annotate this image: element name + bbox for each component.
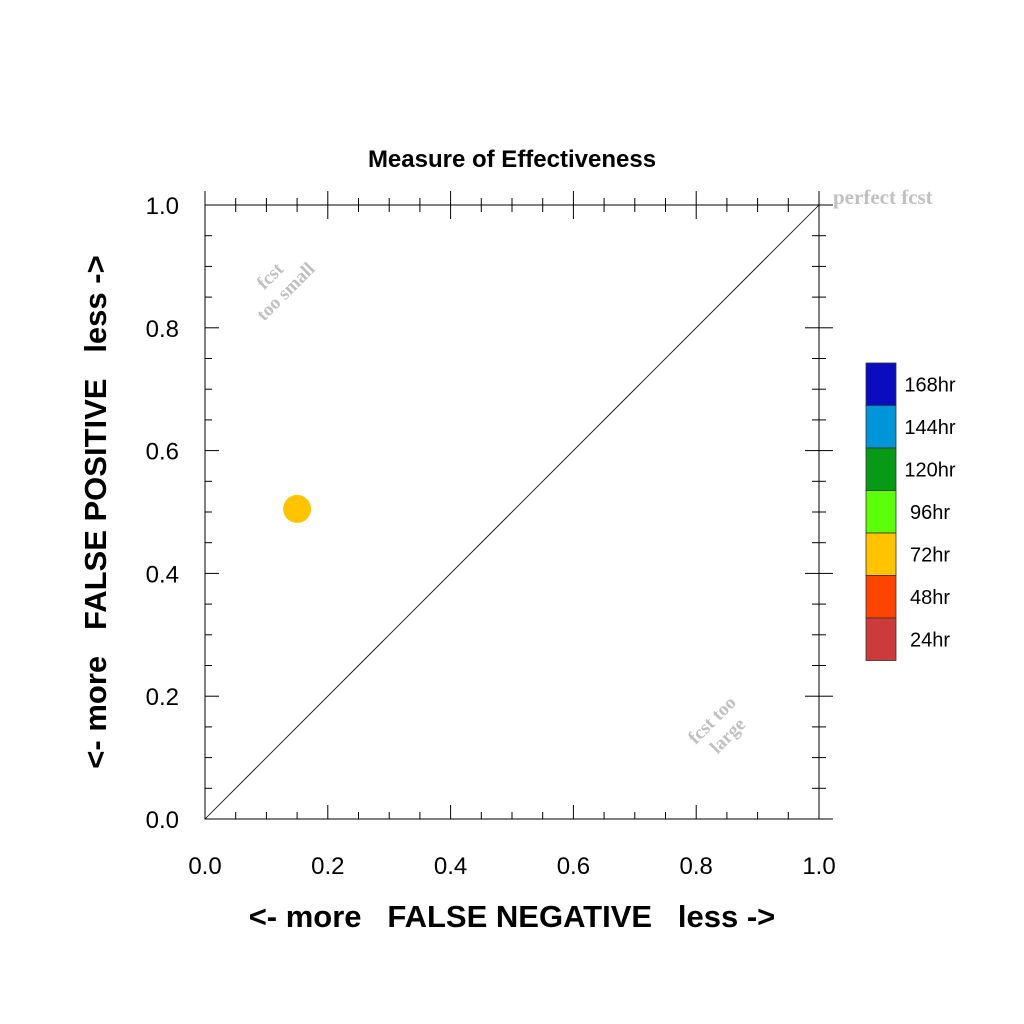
x-tick-label: 1.0 — [802, 853, 835, 880]
legend-swatch-72hr — [865, 532, 897, 576]
legend-label-24hr: 24hr — [910, 629, 950, 651]
y-tick-label: 1.0 — [146, 193, 179, 220]
legend-label-72hr: 72hr — [910, 544, 950, 566]
too-small-annotation: fcst too small — [253, 258, 320, 325]
x-tick-label: 0.8 — [680, 853, 713, 880]
data-points — [283, 494, 312, 523]
y-tick-label: 0.0 — [146, 807, 179, 834]
y-tick-label: 0.2 — [146, 684, 179, 711]
data-point-72hr — [283, 494, 312, 523]
chart-title: Measure of Effectiveness — [368, 146, 656, 173]
axis-ticks — [204, 191, 833, 820]
axis-tick-labels: 0.0 0.2 0.4 0.6 0.8 1.0 0.0 0.2 0.4 0.6 0.8 1.0 — [146, 193, 836, 880]
legend: 168hr 144hr 120hr 96hr 72hr 48hr 24hr — [865, 362, 956, 661]
legend-swatch-168hr — [865, 362, 897, 406]
legend-swatch-24hr — [865, 617, 897, 661]
y-tick-label: 0.8 — [146, 316, 179, 343]
x-tick-label: 0.0 — [188, 853, 221, 880]
legend-swatch-120hr — [865, 447, 897, 491]
perfect-diagonal-line — [204, 204, 820, 820]
x-tick-label: 0.2 — [311, 853, 344, 880]
legend-label-48hr: 48hr — [910, 587, 950, 609]
legend-swatch-144hr — [865, 405, 897, 449]
legend-swatch-96hr — [865, 490, 897, 534]
y-axis-label: <- more FALSE POSITIVE less -> — [78, 255, 113, 768]
legend-label-168hr: 168hr — [904, 374, 955, 396]
legend-label-120hr: 120hr — [904, 459, 955, 481]
legend-label-96hr: 96hr — [910, 502, 950, 524]
legend-label-144hr: 144hr — [904, 417, 955, 439]
x-tick-label: 0.6 — [557, 853, 590, 880]
x-axis-label: <- more FALSE NEGATIVE less -> — [249, 899, 776, 934]
y-tick-label: 0.6 — [146, 439, 179, 466]
too-large-annotation: fcst too large — [684, 692, 750, 758]
legend-swatch-48hr — [865, 575, 897, 619]
x-tick-label: 0.4 — [434, 853, 467, 880]
y-tick-label: 0.4 — [146, 561, 179, 588]
perfect-fcst-annotation: perfect fcst — [833, 185, 933, 209]
